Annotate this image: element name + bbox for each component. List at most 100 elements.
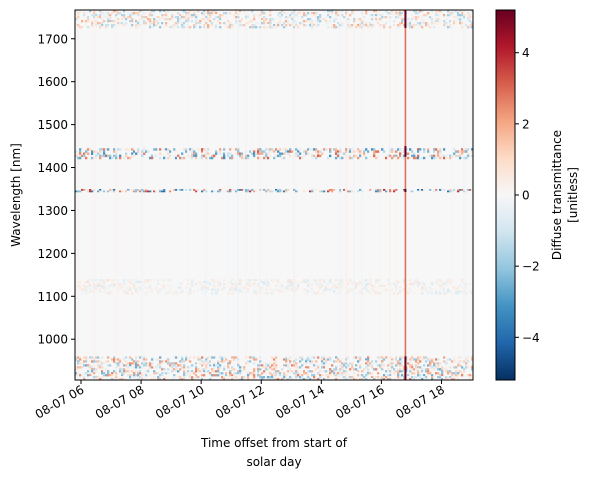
heatmap-cell <box>187 20 190 23</box>
heatmap-cell <box>295 368 298 371</box>
heatmap-cell <box>395 16 398 19</box>
heatmap-cell <box>209 356 212 359</box>
heatmap-cell <box>319 374 322 377</box>
heatmap-cell <box>103 16 106 19</box>
heatmap-cell <box>391 12 394 15</box>
heatmap-cell <box>325 148 328 151</box>
heatmap-cell <box>169 362 172 365</box>
heatmap-cell <box>387 154 390 158</box>
heatmap-cell <box>391 150 394 153</box>
heatmap-cell <box>129 12 132 15</box>
heatmap-cell <box>189 16 192 19</box>
heatmap-cell <box>353 10 356 13</box>
heatmap-cell <box>403 10 406 13</box>
heatmap-cell <box>249 281 252 284</box>
heatmap-cell <box>409 24 412 27</box>
heatmap-cell <box>387 279 390 282</box>
heatmap-cell <box>263 150 266 153</box>
heatmap-cell <box>161 284 164 287</box>
heatmap-cell <box>129 362 132 365</box>
heatmap-cell <box>403 22 406 25</box>
heatmap-cell <box>173 188 176 191</box>
heatmap-cell <box>415 358 418 361</box>
heatmap-cell <box>417 16 420 19</box>
heatmap-cell <box>305 150 308 153</box>
heatmap-cell <box>375 150 378 153</box>
heatmap-cell <box>97 284 100 287</box>
heatmap-cell <box>377 376 380 379</box>
heatmap-cell <box>89 288 92 291</box>
heatmap-cell <box>383 284 386 287</box>
heatmap-cell <box>457 154 460 158</box>
heatmap-cell <box>361 20 364 23</box>
heatmap-cell <box>103 14 106 17</box>
heatmap-cell <box>117 378 120 380</box>
heatmap-cell <box>271 364 274 367</box>
heatmap-cell <box>341 24 344 27</box>
heatmap-cell <box>355 284 358 287</box>
heatmap-cell <box>371 26 374 29</box>
heatmap-cell <box>471 148 473 151</box>
heatmap-cell <box>367 150 370 153</box>
heatmap-cell <box>219 372 222 375</box>
heatmap-cell <box>95 20 98 23</box>
heatmap-cell <box>359 374 362 377</box>
heatmap-cell <box>457 188 460 191</box>
heatmap-cell <box>247 281 250 284</box>
heatmap-cell <box>195 284 198 287</box>
heatmap-cell <box>387 288 390 291</box>
heatmap-cell <box>263 188 266 191</box>
heatmap-cell <box>311 20 314 23</box>
heatmap-cell <box>381 16 384 19</box>
heatmap-cell <box>303 12 306 15</box>
heatmap-column <box>205 10 207 380</box>
heatmap-cell <box>155 16 158 19</box>
heatmap-cell <box>283 190 286 193</box>
heatmap-cell <box>455 362 458 365</box>
heatmap-cell <box>471 24 473 27</box>
heatmap-cell <box>367 372 370 375</box>
heatmap-cell <box>125 152 128 155</box>
heatmap-cell <box>93 360 96 363</box>
heatmap-cell <box>467 14 470 17</box>
heatmap-cell <box>233 368 236 371</box>
heatmap-cell <box>467 356 470 359</box>
heatmap-cell <box>451 378 454 380</box>
heatmap-cell <box>387 12 390 15</box>
heatmap-cell <box>91 190 94 193</box>
heatmap-cell <box>285 190 288 193</box>
heatmap-cell <box>261 12 264 15</box>
heatmap-cell <box>159 190 162 193</box>
heatmap-cell <box>415 20 418 23</box>
heatmap-cell <box>157 16 160 19</box>
heatmap-cell <box>369 281 372 284</box>
heatmap-cell <box>209 286 212 289</box>
heatmap-cell <box>295 366 298 369</box>
heatmap-cell <box>171 368 174 371</box>
heatmap-cell <box>389 372 392 375</box>
heatmap-cell <box>115 360 118 363</box>
heatmap-cell <box>115 370 118 373</box>
heatmap-cell <box>313 370 316 373</box>
heatmap-cell <box>127 370 130 373</box>
heatmap-cell <box>175 188 178 191</box>
heatmap-cell <box>399 376 402 379</box>
heatmap-cell <box>107 286 110 289</box>
heatmap-cell <box>289 281 292 284</box>
heatmap-cell <box>261 364 264 367</box>
heatmap-cell <box>359 24 362 27</box>
heatmap-cell <box>187 292 190 295</box>
heatmap-cell <box>209 22 212 25</box>
heatmap-cell <box>283 288 286 291</box>
heatmap-cell <box>327 356 330 359</box>
heatmap-cell <box>113 360 116 363</box>
heatmap-cell <box>227 26 230 29</box>
heatmap-cell <box>209 16 212 19</box>
heatmap-cell <box>81 26 84 29</box>
heatmap-cell <box>279 16 282 19</box>
heatmap-cell <box>467 18 470 21</box>
heatmap-cell <box>131 292 134 295</box>
heatmap-cell <box>119 378 122 380</box>
heatmap-cell <box>395 378 398 380</box>
heatmap-cell <box>313 26 316 29</box>
